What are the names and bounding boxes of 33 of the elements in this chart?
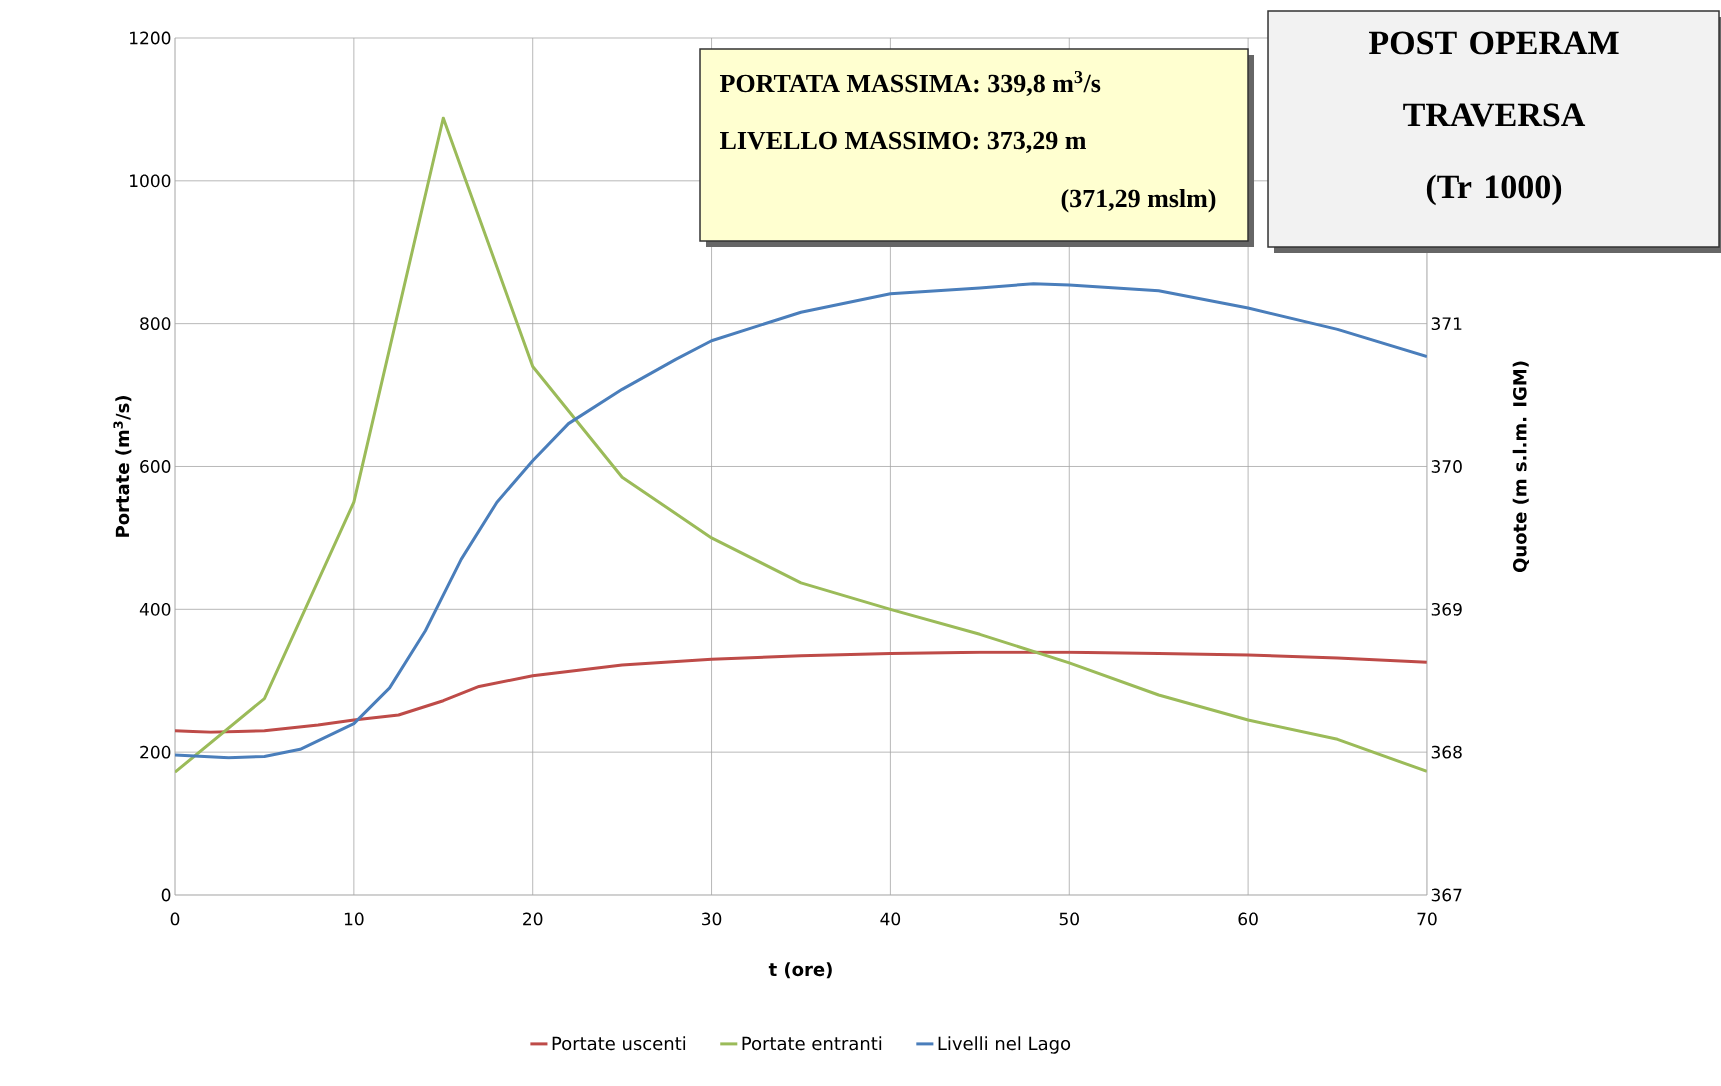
line-series <box>175 650 1427 734</box>
x-tick-label: 60 <box>1238 912 1258 926</box>
y2-tick-label: 368 <box>1431 745 1462 759</box>
line-series <box>175 282 1427 760</box>
chart-title: POST OPERAM TRAVERSA <box>1368 31 1619 127</box>
y-tick-label: 1000 <box>130 174 171 188</box>
annotation: LIVELLO MASSIMO: 373,29 m <box>719 131 1087 154</box>
x-tick-label: 50 <box>1059 912 1079 926</box>
annotation: PORTATA MASSIMA: 339,8 m$^{3}$/s <box>719 70 1101 97</box>
legend-label: Portate entranti <box>742 1036 882 1051</box>
x-tick-label: 10 <box>344 912 364 926</box>
y2-tick-label: 367 <box>1431 888 1462 902</box>
y2-axis-title: Quote (m s.l.m. IGM) <box>1512 361 1529 573</box>
text: (Tr 1000) <box>1426 174 1562 206</box>
y-tick-label: 400 <box>139 602 171 616</box>
x-tick-label: 70 <box>1417 912 1437 926</box>
y-tick-label: 0 <box>161 888 171 902</box>
y2-tick-label: 369 <box>1431 602 1462 616</box>
y-tick-label: 1200 <box>130 31 171 45</box>
legend-label: Livelli nel Lago <box>938 1036 1071 1054</box>
y-tick-label: 600 <box>140 460 171 473</box>
x-tick-label: 0 <box>170 912 180 926</box>
y2-tick-label: 370 <box>1431 460 1462 473</box>
legend-label: Portate uscenti <box>552 1036 686 1051</box>
annotation: (371,29 mslm) <box>1061 188 1216 213</box>
x-axis-title: t (ore) <box>768 962 832 979</box>
y-tick-label: 200 <box>140 745 171 759</box>
x-tick-label: 20 <box>523 912 543 926</box>
y-axis-title: Portate (m$^{3}$/s) <box>113 396 132 537</box>
y2-tick-label: 371 <box>1431 317 1462 331</box>
x-tick-label: 40 <box>880 912 901 926</box>
y-tick-label: 800 <box>140 317 171 331</box>
x-tick-label: 30 <box>702 912 722 926</box>
